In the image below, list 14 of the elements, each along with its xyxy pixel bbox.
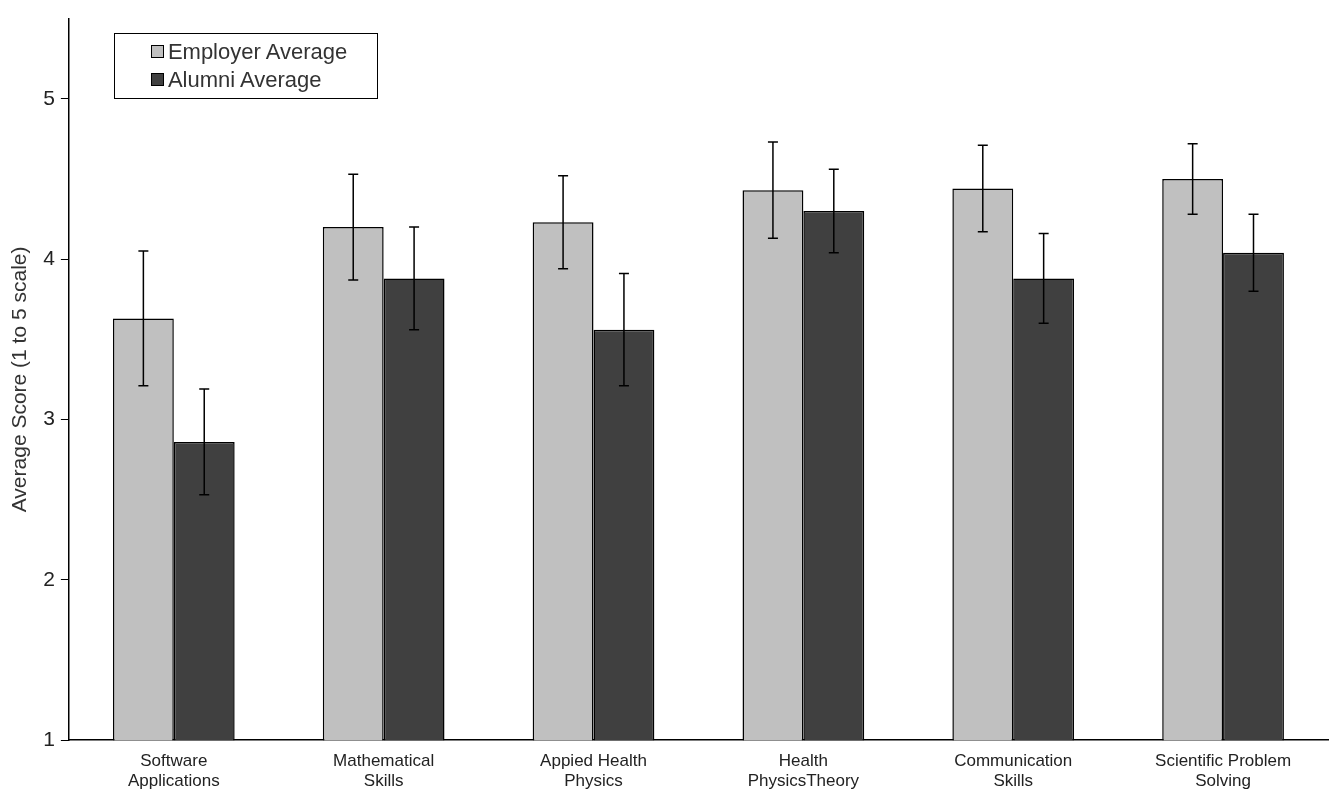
y-tick-label: 1 [43,727,55,750]
x-tick-label: Health PhysicsTheory [747,751,860,791]
y-tick-label: 5 [43,85,55,109]
legend-label: Employer Average [167,37,348,66]
y-tick-label: 2 [43,566,55,590]
x-tick-label: Scientific Problem Solving [1155,751,1292,791]
y-tick-label: 3 [43,406,55,430]
x-tick-label: Appied Health Physics [540,751,647,791]
x-tick-label: Software Applications [127,751,220,791]
legend-label: Alumni Average [167,65,322,94]
y-tick-label: 4 [43,245,56,269]
y-axis-title: Average Score (1 to 5 scale) [7,246,31,513]
x-tick-label: Mathematical Skills [333,751,435,791]
x-tick-label: Communication Skills [954,751,1073,791]
